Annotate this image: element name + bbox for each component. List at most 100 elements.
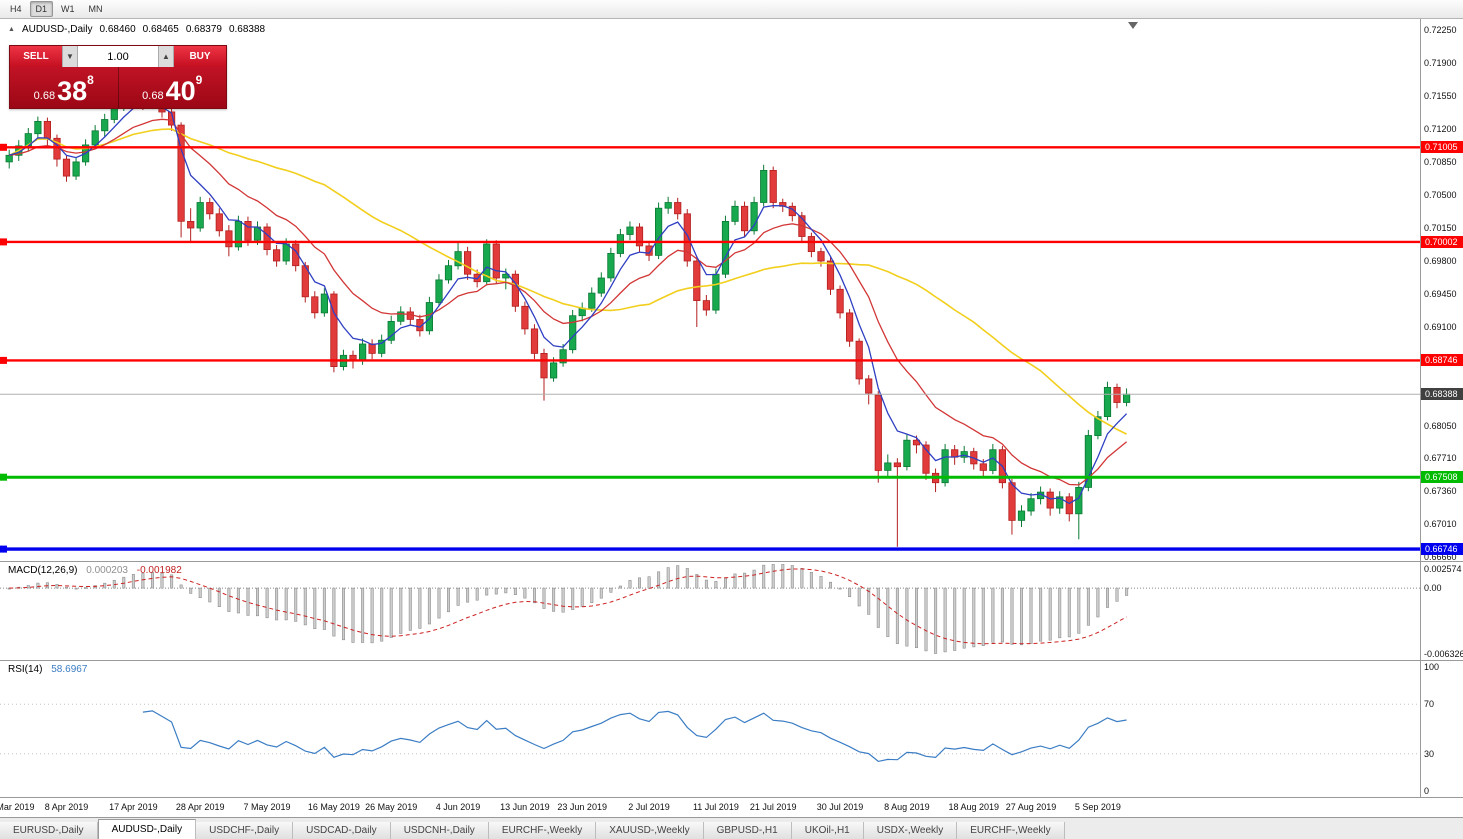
rsi-axis-label: 30: [1424, 748, 1435, 759]
sell-price-base: 0.68: [33, 90, 56, 102]
macd-chart[interactable]: [0, 562, 1420, 660]
price-axis-label: 0.72250: [1424, 24, 1457, 35]
hline-price-badge: 0.68746: [1421, 354, 1463, 367]
lot-decrease-button[interactable]: ▼: [62, 46, 78, 67]
lot-increase-button[interactable]: ▲: [158, 46, 174, 67]
tab-usdchf-daily[interactable]: USDCHF-,Daily: [196, 822, 294, 839]
rsi-line: [142, 710, 1127, 763]
candlestick-chart[interactable]: [0, 19, 1420, 561]
line-anchor-marker: [0, 143, 7, 151]
price-axis-label: 0.69100: [1424, 322, 1457, 333]
buy-price-sup: 9: [195, 73, 203, 87]
tab-usdcad-daily[interactable]: USDCAD-,Daily: [293, 822, 391, 839]
sell-price-sup: 8: [87, 73, 94, 87]
chart-shift-marker[interactable]: [1128, 22, 1138, 29]
macd-signal-line: [9, 568, 1127, 645]
price-axis-label: 0.68050: [1424, 421, 1457, 432]
sell-price-display[interactable]: 0.68 38 8: [10, 67, 118, 108]
hline-price-badge: 0.66746: [1421, 543, 1463, 556]
one-click-trading-widget: SELL ▼ ▲ BUY 0.68 38 8 0.68 40 9: [9, 45, 227, 109]
date-axis-label: 2 Jul 2019: [628, 802, 670, 812]
price-axis[interactable]: 0.72250 0.71900 0.71550 0.71200 0.70850 0.705…: [1420, 19, 1463, 562]
chart-tab-bar: EURUSD-,Daily AUDUSD-,Daily USDCHF-,Daily U…: [0, 817, 1463, 839]
tab-eurchf-weekly[interactable]: EURCHF-,Weekly: [488, 822, 597, 839]
date-axis-label: 16 May 2019: [307, 802, 360, 812]
timeframe-button-h4[interactable]: H4: [10, 4, 22, 14]
price-axis-label: 0.67360: [1424, 486, 1457, 497]
date-axis-label: 23 Jun 2019: [557, 802, 607, 812]
rsi-axis-label: 0: [1424, 786, 1430, 796]
buy-price-big: 40: [165, 76, 196, 106]
date-axis-label: 7 May 2019: [243, 802, 291, 812]
lot-size-input[interactable]: [78, 46, 158, 67]
date-axis-label: 18 Aug 2019: [948, 802, 1000, 812]
date-axis-label: 28 Apr 2019: [175, 802, 225, 812]
date-axis[interactable]: 29 Mar 2019 8 Apr 2019 17 Apr 2019 28 Apr 2…: [0, 798, 1463, 818]
tab-usdx-weekly[interactable]: USDX-,Weekly: [863, 822, 958, 839]
date-axis-label: 5 Sep 2019: [1074, 802, 1121, 812]
moving-average-5: [9, 103, 1128, 505]
buy-price-base: 0.68: [142, 90, 164, 102]
date-axis-label: 26 May 2019: [365, 802, 418, 812]
tab-eurusd-daily[interactable]: EURUSD-,Daily: [0, 822, 98, 839]
sell-price-big: 38: [57, 76, 88, 106]
date-axis-label: 21 Jul 2019: [749, 802, 797, 812]
quote-high: 0.68465: [142, 24, 179, 35]
line-anchor-marker: [0, 356, 7, 364]
date-axis-label: 4 Jun 2019: [435, 802, 481, 812]
macd-axis-zero-label: 0.00: [1424, 583, 1442, 594]
tab-usdcnh-daily[interactable]: USDCNH-,Daily: [390, 822, 489, 839]
timeframe-button-d1[interactable]: D1: [29, 1, 54, 17]
timeframe-toolbar: H4 D1 W1 MN: [0, 0, 1463, 19]
rsi-value: 58.6967: [51, 664, 88, 675]
quote-close: 0.68388: [228, 24, 266, 35]
quote-low: 0.68379: [185, 24, 222, 35]
buy-price-display[interactable]: 0.68 40 9: [117, 67, 227, 108]
rsi-axis-label: 70: [1424, 699, 1435, 710]
rsi-axis-label: 100: [1424, 662, 1440, 672]
timeframe-button-mn[interactable]: MN: [88, 4, 103, 14]
tab-eurchf-weekly[interactable]: EURCHF-,Weekly: [957, 822, 1065, 839]
price-axis-label: 0.67710: [1424, 453, 1457, 464]
macd-label: MACD(12,26,9) 0.000203 -0.001982: [8, 565, 182, 576]
timeframe-button-w1[interactable]: W1: [61, 4, 75, 14]
macd-value-signal: -0.001982: [136, 565, 182, 576]
last-price-badge: 0.68388: [1421, 388, 1463, 401]
line-anchor-marker: [0, 473, 7, 481]
price-axis-label: 0.70500: [1424, 189, 1457, 200]
hline-price-badge: 0.71005: [1421, 141, 1463, 154]
hline-price-badge: 0.70002: [1421, 235, 1463, 248]
candles: [5, 83, 1131, 547]
moving-average-34: [8, 128, 1127, 435]
sell-button[interactable]: SELL: [10, 46, 62, 67]
price-axis-label: 0.71900: [1424, 57, 1457, 68]
rsi-chart[interactable]: [0, 661, 1420, 797]
tab-ukoil-h1[interactable]: UKOil-,H1: [791, 822, 864, 839]
tab-audusd-daily[interactable]: AUDUSD-,Daily: [97, 819, 197, 839]
symbol-trend-icon: ▲: [8, 26, 15, 33]
price-axis-label: 0.67010: [1424, 519, 1457, 530]
date-axis-label: 8 Aug 2019: [884, 802, 930, 812]
macd-name: MACD(12,26,9): [8, 565, 78, 576]
rsi-panel: RSI(14) 58.6967 100 70 30 0: [0, 661, 1463, 797]
tab-gbpusd-h1[interactable]: GBPUSD-,H1: [703, 822, 792, 839]
panel-separator[interactable]: [0, 660, 1463, 661]
date-axis-label: 13 Jun 2019: [500, 802, 550, 812]
rsi-axis[interactable]: 100 70 30 0: [1420, 661, 1463, 797]
quote-header: ▲ AUDUSD-,Daily 0.68460 0.68465 0.68379 …: [8, 24, 265, 35]
line-anchor-marker: [0, 238, 7, 246]
macd-axis-min-label: -0.006326: [1424, 649, 1463, 659]
macd-axis-max-label: 0.002574: [1424, 564, 1462, 574]
chart-window: ▲ AUDUSD-,Daily 0.68460 0.68465 0.68379 …: [0, 19, 1463, 818]
tab-xauusd-weekly[interactable]: XAUUSD-,Weekly: [596, 822, 704, 839]
date-axis-label: 17 Apr 2019: [109, 802, 158, 812]
date-axis-label: 11 Jul 2019: [692, 802, 739, 812]
main-chart-panel: ▲ AUDUSD-,Daily 0.68460 0.68465 0.68379 …: [0, 19, 1463, 562]
buy-button[interactable]: BUY: [174, 46, 226, 67]
macd-axis[interactable]: 0.002574 0.00 -0.006326: [1420, 562, 1463, 660]
date-axis-label: 29 Mar 2019: [0, 802, 35, 812]
price-axis-label: 0.70850: [1424, 156, 1457, 167]
hline-price-badge: 0.67508: [1421, 471, 1463, 484]
quote-open: 0.68460: [99, 24, 136, 35]
panel-separator[interactable]: [0, 561, 1463, 562]
